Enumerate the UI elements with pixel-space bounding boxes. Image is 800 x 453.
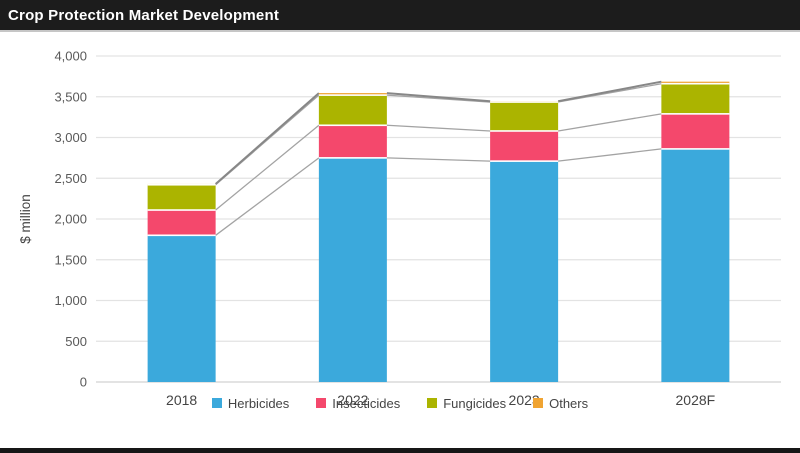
segment-separator (318, 157, 387, 159)
bar-segment-insecticides-2023 (490, 130, 559, 162)
stacked-bar-chart-canvas: 0 500 1,000 1,500 2,000 2,500 3,000 3,500 4,000 $… (18, 49, 781, 408)
y-tick-label: 1,000 (54, 293, 87, 308)
segment-separator (661, 148, 730, 150)
y-tick-label: 500 (65, 334, 87, 349)
legend-swatch-fungicides (427, 398, 438, 408)
page-title: Crop Protection Market Development (8, 6, 280, 24)
series-connector-line (558, 83, 662, 103)
series-connector-line (215, 124, 320, 211)
series-connector-line (386, 92, 491, 103)
y-tick-label: 4,000 (54, 49, 87, 64)
legend-label: Herbicides (227, 395, 290, 411)
series-connector-line (386, 94, 491, 103)
bar-segment-insecticides-2022 (318, 125, 387, 158)
y-tick-label: 2,500 (54, 171, 87, 186)
segment-separator (147, 209, 216, 211)
bar-segment-fungicides-2022 (318, 95, 387, 126)
segment-separator (490, 160, 559, 162)
y-tick-label: 3,500 (54, 89, 87, 104)
series-connector-line (215, 157, 320, 236)
bar-segment-insecticides-2028F (661, 113, 730, 149)
bar-segment-others-2022 (318, 93, 387, 96)
chart-legend: Herbicides Insecticides Fungicides Others (0, 394, 800, 412)
segment-separator (147, 234, 216, 237)
series-connector-line (558, 148, 662, 162)
x-axis-label: 2023 (509, 392, 540, 408)
y-tick-label: 1,500 (54, 252, 87, 267)
x-axis-label: 2022 (337, 392, 368, 408)
bar-segment-fungicides-2023 (490, 102, 559, 131)
bar-segment-herbicides-2028F (661, 148, 730, 382)
bar-segment-insecticides-2018 (147, 210, 216, 236)
legend-item-others: Others (533, 396, 588, 411)
segment-separator (147, 183, 216, 186)
legend-label: Fungicides (443, 395, 507, 411)
bar-segment-fungicides-2028F (661, 83, 730, 114)
segment-separator (490, 130, 559, 132)
segment-separator (661, 82, 730, 85)
x-axis-label: 2018 (166, 392, 197, 408)
bar-segment-fungicides-2018 (147, 184, 216, 211)
series-connector-line (558, 113, 662, 132)
segment-separator (318, 124, 387, 127)
bar-segment-others-2028F (661, 81, 730, 84)
y-axis-title: $ million (18, 194, 33, 244)
y-tick-label: 2,000 (54, 212, 87, 227)
legend-item-fungicides: Fungicides (427, 396, 506, 411)
legend-swatch-others (533, 398, 544, 408)
legend-item-insecticides: Insecticides (316, 396, 400, 411)
legend-item-herbicides: Herbicides (211, 395, 290, 411)
series-connector-line (557, 80, 662, 103)
legend-label: Insecticides (332, 395, 401, 411)
segment-separator (661, 113, 730, 115)
bar-segment-herbicides-2022 (318, 157, 387, 382)
chart-area: 0 500 1,000 1,500 2,000 2,500 3,000 3,500 4,000 $… (0, 32, 800, 448)
series-connector-line (386, 157, 491, 162)
footer-bar (0, 448, 800, 453)
series-connector-line (214, 92, 320, 185)
bar-segment-herbicides-2023 (490, 161, 559, 382)
title-bar: Crop Protection Market Development (0, 0, 800, 32)
x-axis-label: 2028F (676, 392, 716, 408)
segment-separator (490, 101, 559, 103)
series-connector-line (386, 124, 491, 132)
legend-label: Others (549, 395, 589, 411)
legend-swatch-insecticides (316, 398, 327, 408)
y-tick-label: 0 (80, 375, 87, 390)
y-tick-label: 3,000 (54, 130, 87, 145)
legend-swatch-herbicides (211, 398, 222, 408)
bar-segment-herbicides-2018 (147, 235, 216, 382)
segment-separator (318, 94, 387, 96)
